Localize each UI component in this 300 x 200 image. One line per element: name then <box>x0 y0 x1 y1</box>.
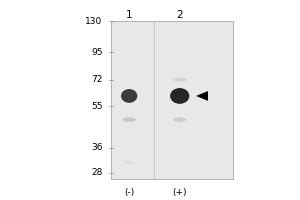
Text: 28: 28 <box>91 168 102 177</box>
Text: (+): (+) <box>172 188 187 197</box>
Ellipse shape <box>122 117 136 122</box>
Ellipse shape <box>125 161 134 164</box>
Text: 1: 1 <box>126 10 133 20</box>
Text: 36: 36 <box>91 143 102 152</box>
Text: 72: 72 <box>91 75 102 84</box>
Ellipse shape <box>172 78 187 81</box>
Ellipse shape <box>173 117 186 122</box>
Text: 2: 2 <box>176 10 183 20</box>
Text: 130: 130 <box>85 17 102 26</box>
Bar <box>111 21 233 179</box>
Text: 95: 95 <box>91 48 102 57</box>
Polygon shape <box>196 91 208 101</box>
Text: 55: 55 <box>91 102 102 111</box>
Ellipse shape <box>121 89 137 103</box>
Ellipse shape <box>170 88 189 104</box>
Text: (-): (-) <box>124 188 134 197</box>
